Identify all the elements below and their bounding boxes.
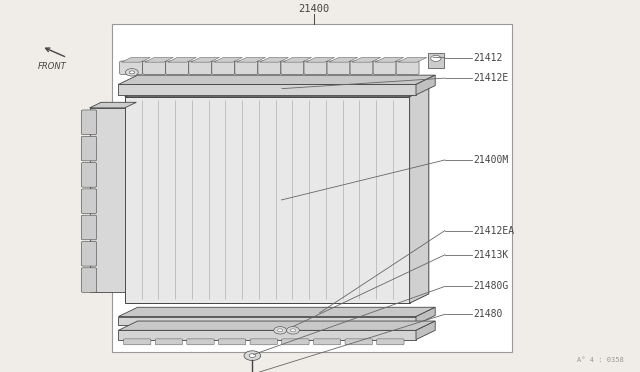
FancyBboxPatch shape [345,339,372,345]
FancyBboxPatch shape [377,339,404,345]
FancyBboxPatch shape [235,61,258,74]
Polygon shape [118,330,416,340]
Bar [428,53,444,68]
Polygon shape [125,97,410,303]
Polygon shape [329,58,358,62]
Polygon shape [118,321,435,330]
Polygon shape [410,87,429,303]
Circle shape [291,329,296,332]
FancyBboxPatch shape [81,136,97,161]
FancyBboxPatch shape [350,61,373,74]
Text: 21412EA: 21412EA [474,226,515,235]
Text: 21400: 21400 [298,4,329,14]
Circle shape [129,71,134,74]
FancyBboxPatch shape [304,61,327,74]
Polygon shape [306,58,335,62]
Polygon shape [118,84,416,95]
FancyBboxPatch shape [218,339,246,345]
Polygon shape [283,58,312,62]
Polygon shape [118,317,416,325]
FancyBboxPatch shape [81,241,97,266]
FancyBboxPatch shape [81,163,97,187]
Polygon shape [375,58,404,62]
Text: A° 4 : 0358: A° 4 : 0358 [577,357,624,363]
Text: 21413K: 21413K [474,250,509,260]
Polygon shape [416,321,435,340]
Polygon shape [398,58,427,62]
Polygon shape [145,58,173,62]
FancyBboxPatch shape [396,61,419,74]
Circle shape [244,351,260,360]
Polygon shape [191,58,220,62]
FancyBboxPatch shape [250,339,278,345]
Polygon shape [168,58,196,62]
Text: 21480: 21480 [474,310,503,319]
FancyBboxPatch shape [120,61,143,74]
FancyBboxPatch shape [124,339,151,345]
FancyBboxPatch shape [281,61,304,74]
FancyBboxPatch shape [187,339,214,345]
FancyBboxPatch shape [81,110,97,135]
Polygon shape [125,87,429,97]
Polygon shape [118,75,435,84]
Text: 21412E: 21412E [474,73,509,83]
FancyBboxPatch shape [212,61,235,74]
FancyBboxPatch shape [166,61,189,74]
Text: 21412: 21412 [474,53,503,62]
Text: FRONT: FRONT [38,62,67,71]
FancyBboxPatch shape [373,61,396,74]
FancyBboxPatch shape [282,339,309,345]
Circle shape [249,354,255,357]
FancyBboxPatch shape [81,215,97,240]
FancyBboxPatch shape [81,189,97,214]
FancyBboxPatch shape [258,61,281,74]
Polygon shape [214,58,243,62]
FancyBboxPatch shape [155,339,182,345]
FancyBboxPatch shape [314,339,340,345]
Circle shape [431,55,441,61]
Polygon shape [90,102,136,108]
FancyBboxPatch shape [189,61,212,74]
FancyBboxPatch shape [81,268,97,292]
Polygon shape [416,75,435,95]
Polygon shape [352,58,381,62]
Bar [112,24,512,352]
Polygon shape [118,307,435,317]
Circle shape [278,329,283,332]
Polygon shape [90,108,125,292]
Text: 21400M: 21400M [474,155,509,165]
Circle shape [274,327,287,334]
Polygon shape [122,58,150,62]
Text: 21480G: 21480G [474,282,509,291]
Circle shape [287,327,300,334]
Polygon shape [237,58,266,62]
Polygon shape [260,58,289,62]
FancyBboxPatch shape [327,61,350,74]
FancyBboxPatch shape [143,61,166,74]
Circle shape [125,68,138,76]
Polygon shape [416,307,435,325]
